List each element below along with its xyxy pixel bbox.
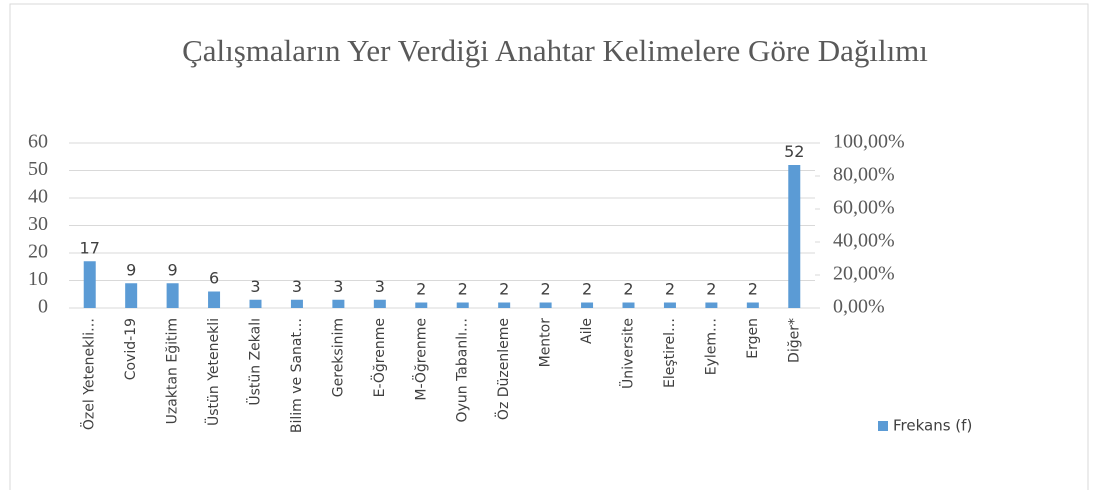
x-tick-label: Aile [579,318,595,344]
x-tick-label: Eylem… [703,318,719,375]
bar [581,302,594,308]
bar [539,302,552,308]
bar [746,302,759,308]
bar [663,302,676,308]
value-label: 3 [333,277,343,296]
bar [456,302,469,308]
x-tick-label: Diğer* [786,318,802,363]
y2-tick-label: 20,00% [833,263,895,285]
bar [788,165,801,308]
chart-title: Çalışmaların Yer Verdiği Anahtar Kelimel… [182,33,928,68]
value-label: 3 [250,277,260,296]
bar [415,302,428,308]
bar [622,302,635,308]
chart-border [9,3,1089,490]
bar [166,283,179,308]
y2-tick-label: 40,00% [833,230,895,252]
bar [498,302,511,308]
x-tick-label: Üstün Yetenekli [204,318,222,426]
value-label: 2 [499,280,509,299]
x-tick-label: Öz Düzenleme [494,318,512,420]
y-tick-label: 50 [28,158,48,180]
legend-label: Frekans (f) [893,417,972,435]
value-label: 2 [623,280,633,299]
y2-tick-label: 100,00% [833,131,905,153]
value-label: 2 [665,280,675,299]
y2-tick-label: 60,00% [833,197,895,219]
value-label: 9 [126,260,136,279]
value-label: 2 [748,280,758,299]
value-label: 17 [80,238,100,257]
y-tick-label: 40 [28,186,48,208]
value-label: 2 [541,280,551,299]
x-tick-label: Ergen [745,318,761,359]
x-tick-label: Bilim ve Sanat… [289,318,305,433]
value-label: 6 [209,269,219,288]
y-tick-label: 20 [28,241,48,263]
y-tick-label: 60 [28,131,48,153]
value-label: 3 [292,277,302,296]
x-tick-label: Eleştirel… [662,318,678,388]
x-tick-label: Covid-19 [123,318,139,380]
x-tick-label: Mentor [538,318,554,368]
x-tick-label: Uzaktan Eğitim [165,318,181,424]
value-label: 2 [706,280,716,299]
x-tick-label: M-Öğrenme [411,318,429,401]
bar [332,299,345,308]
y2-tick-label: 80,00% [833,164,895,186]
y-tick-label: 0 [38,296,48,318]
value-label: 52 [784,142,804,161]
bar [249,299,262,308]
legend-swatch [878,421,888,431]
bar [705,302,718,308]
value-label: 2 [458,280,468,299]
value-label: 2 [416,280,426,299]
bar [83,261,96,308]
x-tick-label: E-Öğrenme [370,318,388,397]
x-tick-label: Üstün Zekalı [246,318,264,406]
x-tick-label: Oyun Tabanlı… [455,318,471,422]
bar [373,299,386,308]
y2-tick-label: 0,00% [833,296,885,318]
bar [125,283,138,308]
value-label: 2 [582,280,592,299]
x-tick-label: Özel Yetenekli… [80,318,98,430]
x-tick-label: Üniversite [619,318,637,389]
bar [290,299,303,308]
value-label: 9 [168,260,178,279]
x-tick-label: Gereksinim [330,318,346,397]
y-tick-label: 30 [28,213,48,235]
y-tick-label: 10 [28,268,48,290]
bar [208,291,221,308]
value-label: 3 [375,277,385,296]
